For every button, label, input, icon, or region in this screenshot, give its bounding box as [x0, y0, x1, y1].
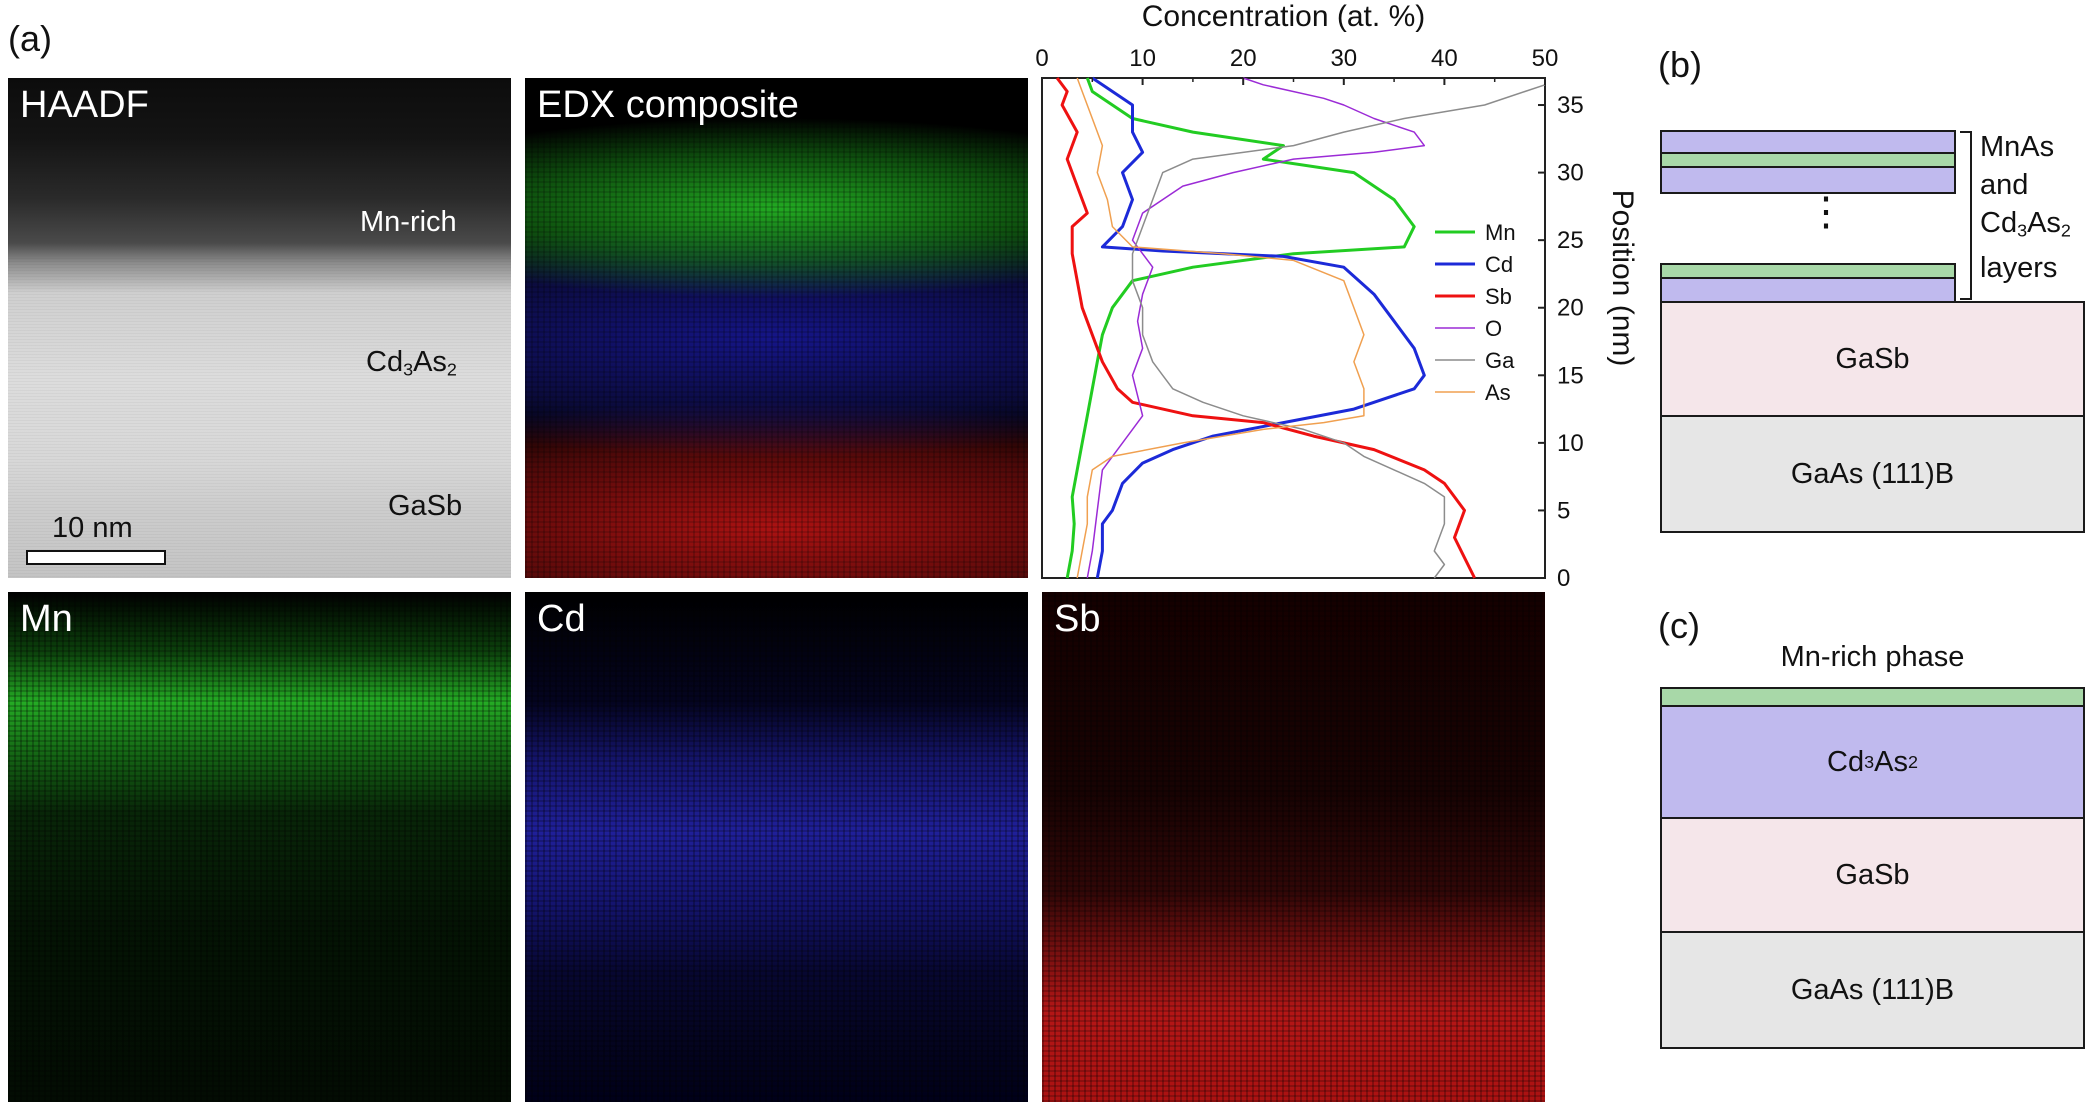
y-tick-label: 0	[1557, 565, 1570, 590]
y-tick-label: 5	[1557, 497, 1570, 524]
haadf-image: HAADF Mn-rich Cd3As2 GaSb 10 nm	[8, 78, 511, 578]
sb-map-image: Sb	[1042, 592, 1545, 1102]
gasb-layer-c: GaSb	[1660, 817, 2085, 933]
y-tick-label: 35	[1557, 92, 1584, 119]
layers-annotation: MnAs and Cd3As2 layers	[1980, 128, 2071, 287]
series-line-o	[1086, 77, 1426, 579]
series-line-mn	[1065, 77, 1416, 579]
gaas-substrate-b: GaAs (111)B	[1660, 415, 2085, 533]
legend-label-ga: Ga	[1485, 348, 1515, 373]
y-tick-label: 20	[1557, 295, 1584, 322]
mn-rich-layer	[1660, 687, 2085, 707]
gasb-layer-b: GaSb	[1660, 301, 2085, 417]
mn-map-title: Mn	[20, 598, 73, 640]
haadf-title: HAADF	[20, 84, 149, 126]
cd3as2-layer-c: Cd 3 As 2	[1660, 705, 2085, 819]
layers-label-line3: Cd3As2	[1980, 207, 2071, 241]
legend-label-mn: Mn	[1485, 220, 1516, 245]
layers-label-line2: and	[1980, 169, 2029, 201]
cd3as2-label: Cd3As2	[366, 346, 457, 380]
ellipsis-dots: ⋮	[1806, 190, 1846, 234]
y-tick-label: 15	[1557, 362, 1584, 389]
mn-map-image: Mn	[8, 592, 511, 1102]
panel-label-a: (a)	[8, 18, 52, 59]
layers-label-line1: MnAs	[1980, 131, 2055, 163]
scale-bar	[26, 550, 166, 565]
panel-label-c: (c)	[1658, 605, 1700, 646]
edx-composite-image: EDX composite	[525, 78, 1028, 578]
layers-label-line4: layers	[1980, 252, 2058, 285]
mn-rich-label: Mn-rich	[360, 206, 457, 238]
gasb-label: GaSb	[388, 490, 463, 522]
legend-label-sb: Sb	[1485, 284, 1512, 309]
legend-label-as: As	[1485, 380, 1511, 405]
x-tick-label: 40	[1431, 45, 1458, 72]
legend-label-cd: Cd	[1485, 252, 1513, 277]
x-tick-label: 30	[1330, 45, 1357, 72]
y-tick-label: 25	[1557, 227, 1584, 254]
mnas-layer-bottom	[1660, 263, 1956, 279]
series-line-cd	[1091, 76, 1426, 579]
series-line-ga	[1131, 84, 1546, 579]
series-line-as	[1076, 77, 1365, 579]
x-tick-label: 0	[1035, 45, 1048, 72]
y-tick-label: 10	[1557, 430, 1584, 457]
x-tick-label: 10	[1129, 45, 1156, 72]
legend-label-o: O	[1485, 316, 1502, 341]
series-line-sb	[1055, 77, 1476, 579]
cd-map-title: Cd	[537, 598, 586, 640]
y-axis-label: Position (nm)	[1606, 190, 1639, 367]
x-axis-label: Concentration (at. %)	[1142, 0, 1425, 33]
sb-map-title: Sb	[1054, 598, 1101, 640]
gaas-substrate-c: GaAs (111)B	[1660, 931, 2085, 1049]
x-tick-label: 50	[1532, 45, 1559, 72]
y-tick-label: 30	[1557, 160, 1584, 187]
mn-rich-phase-title: Mn-rich phase	[1780, 641, 1965, 673]
x-tick-label: 20	[1230, 45, 1257, 72]
edx-title: EDX composite	[537, 84, 799, 126]
panel-label-b: (b)	[1658, 44, 1702, 85]
mnas-layer-top	[1660, 152, 1956, 168]
cd-map-image: Cd	[525, 592, 1028, 1102]
concentration-profile-chart: 0 10 20 30 40 50 0 5 10 15 20 25 30 35 Concentration (…	[1035, 0, 1639, 590]
layers-bracket	[1960, 131, 1972, 300]
scale-bar-label: 10 nm	[52, 512, 133, 544]
